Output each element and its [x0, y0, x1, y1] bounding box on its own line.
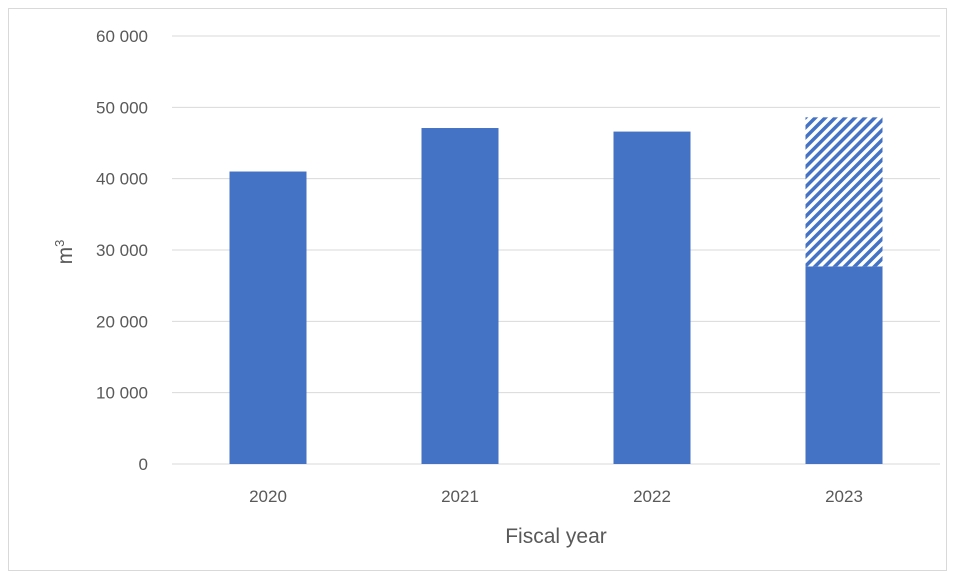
- bar-2021: [421, 128, 499, 464]
- bar-2022: [613, 131, 691, 464]
- x-axis-tick-labels: 2020 2021 2022 2023: [249, 487, 863, 506]
- y-tick-label: 10 000: [96, 384, 148, 403]
- bar-2023: [805, 266, 883, 464]
- y-tick-label: 60 000: [96, 27, 148, 46]
- y-tick-label: 40 000: [96, 170, 148, 189]
- y-tick-label: 20 000: [96, 312, 148, 331]
- y-axis-title-unit: m: [54, 247, 77, 265]
- bar-2023-hatched-segment: [805, 117, 883, 267]
- y-tick-label: 30 000: [96, 241, 148, 260]
- bars: [229, 117, 883, 465]
- y-axis-title-superscript: 3: [52, 240, 67, 247]
- x-tick-label: 2023: [825, 487, 863, 506]
- y-axis-tick-labels: 0 10 000 20 000 30 000 40 000 50 000 60 000: [96, 27, 148, 474]
- x-tick-label: 2020: [249, 487, 287, 506]
- x-tick-label: 2021: [441, 487, 479, 506]
- x-tick-label: 2022: [633, 487, 671, 506]
- y-tick-label: 0: [139, 455, 148, 474]
- y-tick-label: 50 000: [96, 98, 148, 117]
- x-axis-title: Fiscal year: [505, 525, 607, 548]
- bar-2020: [229, 171, 307, 465]
- y-axis-title: m3: [52, 240, 77, 265]
